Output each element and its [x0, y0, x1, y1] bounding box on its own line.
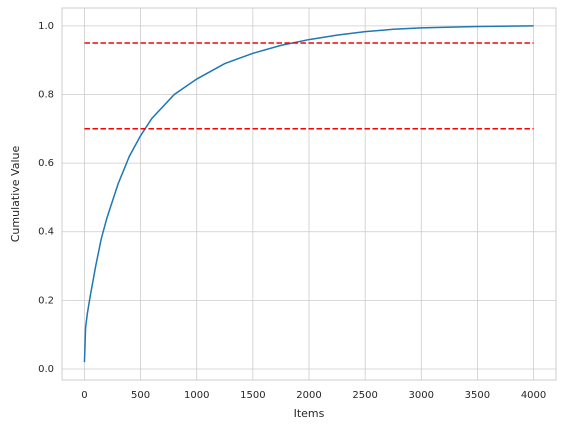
- x-tick-label: 3000: [409, 390, 434, 401]
- y-tick-label: 0.6: [38, 158, 54, 169]
- line: [83, 25, 534, 363]
- y-tick-label: 0.4: [38, 227, 54, 238]
- x-tick-label: 1000: [184, 390, 209, 401]
- x-tick-label: 1500: [240, 390, 265, 401]
- y-axis-label: Cumulative Value: [9, 146, 22, 243]
- y-tick-label: 0.2: [38, 295, 54, 306]
- plot-frame: [61, 7, 557, 381]
- x-tick-label: 3500: [465, 390, 490, 401]
- y-tick-label: 0.0: [38, 364, 54, 375]
- y-tick-label: 1.0: [38, 21, 54, 32]
- x-tick-label: 2000: [296, 390, 321, 401]
- x-tick-label: 4000: [521, 390, 546, 401]
- x-tick-label: 2500: [352, 390, 377, 401]
- y-tick-label: 0.8: [38, 89, 54, 100]
- x-axis-label: Items: [294, 407, 325, 420]
- x-tick-label: 500: [131, 390, 150, 401]
- x-tick-label: 0: [81, 390, 87, 401]
